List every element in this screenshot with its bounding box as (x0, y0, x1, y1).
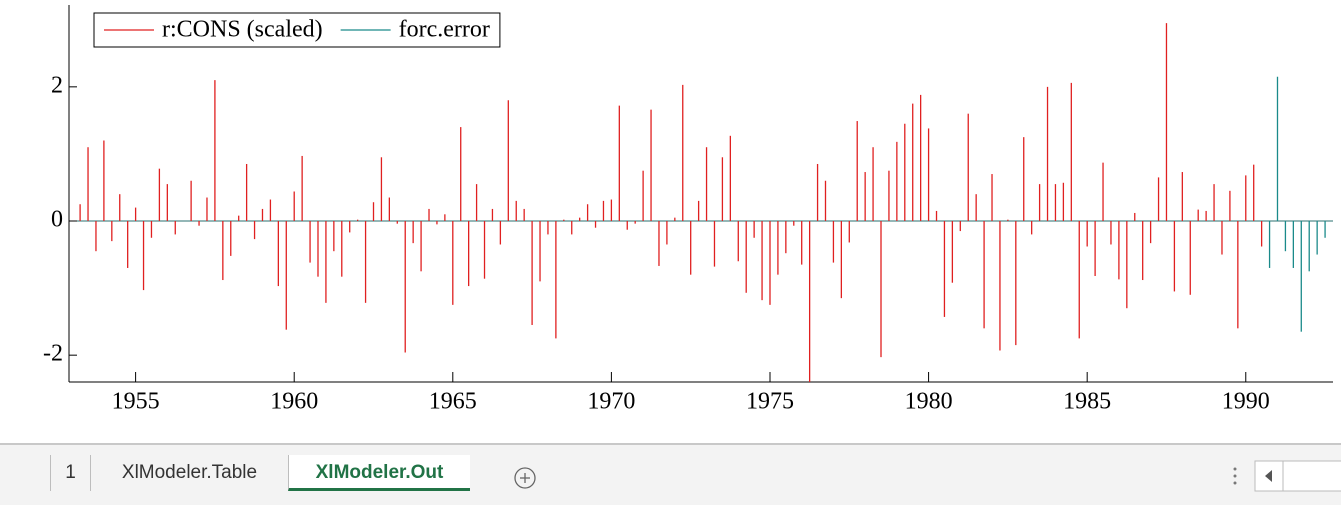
scroll-controls[interactable] (1225, 459, 1341, 493)
sheet-tab[interactable]: XlModeler.Out (288, 455, 470, 491)
y-tick-label: -2 (43, 341, 63, 367)
add-sheet-button[interactable] (512, 465, 538, 491)
x-tick-label: 1990 (1222, 389, 1270, 415)
legend-box (93, 12, 501, 48)
x-tick-label: 1970 (587, 389, 635, 415)
chart: -2 0 2 1955 1960 1965 1970 1975 1980 1985 1990 r:CO… (43, 5, 1333, 415)
sheet-tab[interactable]: 1 (50, 455, 90, 491)
legend: r:CONS (scaled) forc.error (93, 12, 501, 48)
sheet-tab[interactable]: XlModeler.Table (90, 455, 288, 491)
legend-label: forc.error (399, 17, 490, 43)
y-tick-label: 0 (51, 207, 63, 233)
x-tick-label: 1965 (429, 389, 477, 415)
x-tick-label: 1985 (1063, 389, 1111, 415)
x-tick-label: 1975 (746, 389, 794, 415)
legend-label: r:CONS (scaled) (162, 17, 323, 43)
x-tick-label: 1960 (270, 389, 318, 415)
x-tick-label: 1955 (112, 389, 160, 415)
sheet-tab-bar: 1 XlModeler.Table XlModeler.Out (0, 443, 1341, 505)
x-tick-label: 1980 (905, 389, 953, 415)
y-tick-label: 2 (51, 72, 63, 98)
